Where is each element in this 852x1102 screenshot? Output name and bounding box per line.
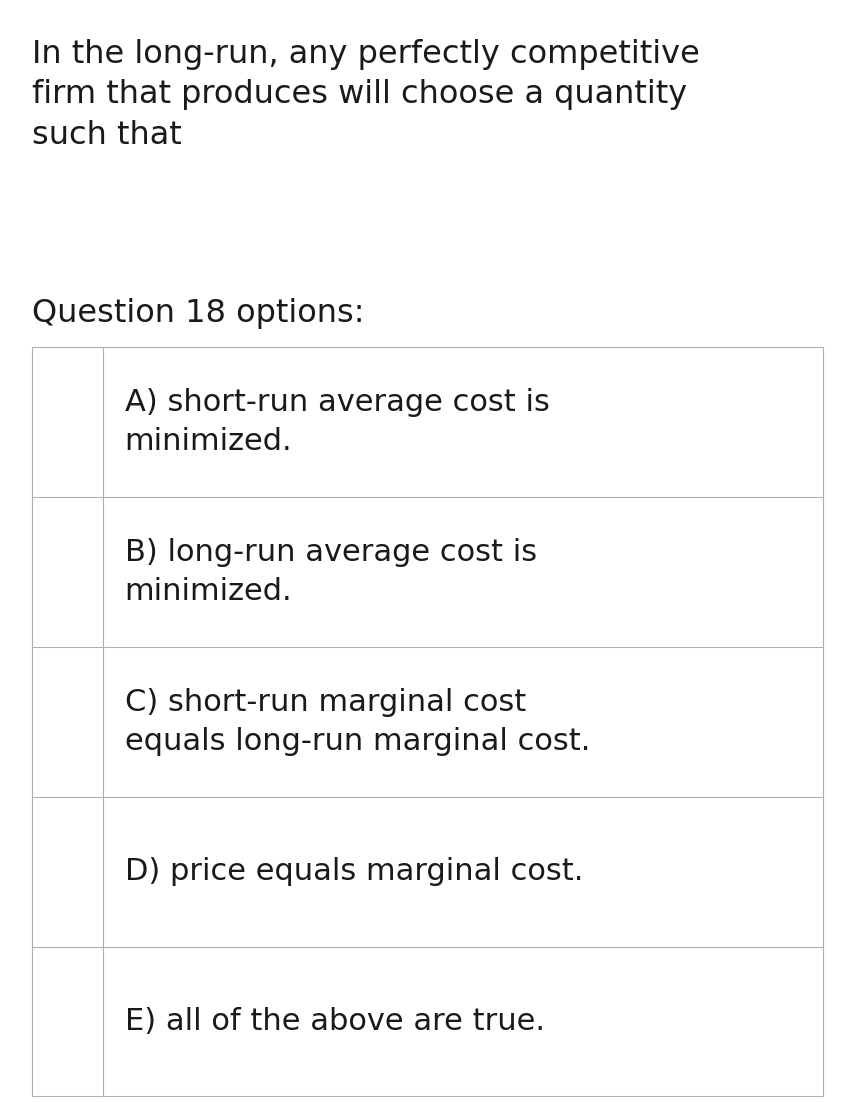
Bar [32,347,822,1096]
Text: A) short-run average cost is
minimized.: A) short-run average cost is minimized. [124,388,549,456]
Text: In the long-run, any perfectly competitive
firm that produces will choose a quan: In the long-run, any perfectly competiti… [32,39,699,151]
Text: D) price equals marginal cost.: D) price equals marginal cost. [124,857,582,886]
Text: B) long-run average cost is
minimized.: B) long-run average cost is minimized. [124,538,536,606]
Text: E) all of the above are true.: E) all of the above are true. [124,1007,544,1036]
Text: C) short-run marginal cost
equals long-run marginal cost.: C) short-run marginal cost equals long-r… [124,688,590,756]
Text: Question 18 options:: Question 18 options: [32,298,365,328]
